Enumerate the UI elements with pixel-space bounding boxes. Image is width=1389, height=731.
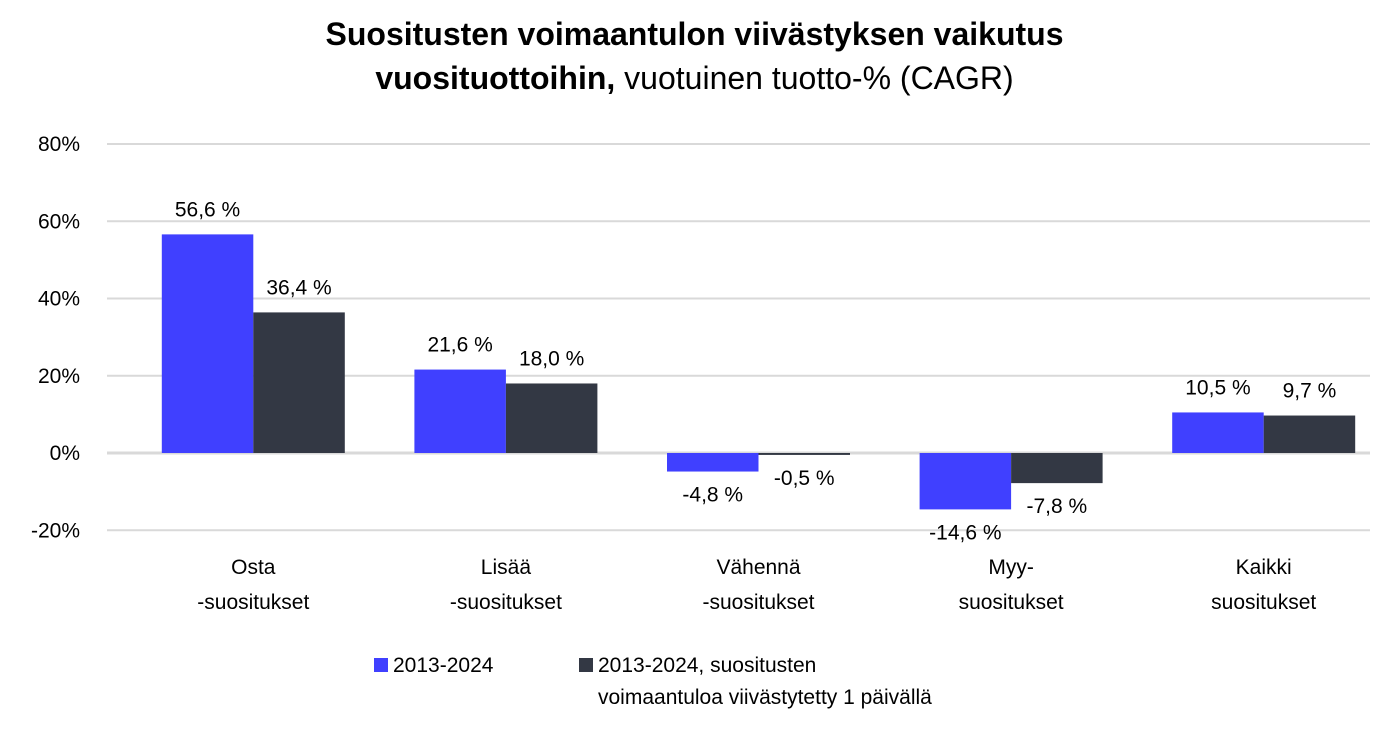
legend-swatch-series2 xyxy=(579,658,593,672)
y-tick-label: 20% xyxy=(38,365,80,388)
y-axis: -20% 0% 20% 40% 60% 80% xyxy=(31,133,80,542)
bar-series2 xyxy=(1263,415,1356,453)
x-tick-label: Osta xyxy=(231,556,276,579)
x-axis: Osta -suositukset Lisää -suositukset Vähennä… xyxy=(197,556,1316,614)
legend-swatch-series1 xyxy=(374,658,388,672)
data-labels: 56,6 % 36,4 % 21,6 % 18,0 % -4,8 % -0,5 % -14,… xyxy=(175,198,1336,544)
bar-series1 xyxy=(667,453,759,472)
y-tick-label: 40% xyxy=(38,288,80,311)
bar-series1 xyxy=(1172,412,1264,453)
data-label: 10,5 % xyxy=(1185,376,1250,399)
data-label: 18,0 % xyxy=(519,347,584,370)
x-tick-label: -suositukset xyxy=(450,591,562,614)
x-tick-label: Vähennä xyxy=(716,556,800,579)
y-tick-label: -20% xyxy=(31,519,80,542)
bar-series2 xyxy=(1011,453,1103,484)
y-tick-label: 0% xyxy=(50,442,80,465)
x-tick-label: Myy- xyxy=(988,556,1034,579)
legend-label-series2-line2: voimaantuloa viivästytetty 1 päivällä xyxy=(598,686,932,709)
title-line1: Suositusten voimaantulon viivästyksen va… xyxy=(325,16,1064,52)
title-line2-light: vuotuinen tuotto-% (CAGR) xyxy=(615,60,1014,96)
bar-series2 xyxy=(758,453,850,455)
data-label: 9,7 % xyxy=(1283,380,1337,403)
x-tick-label: suositukset xyxy=(1211,591,1316,614)
bar-series1 xyxy=(414,369,506,453)
data-label: -14,6 % xyxy=(929,521,1001,544)
data-label: -4,8 % xyxy=(682,484,743,507)
x-tick-label: Lisää xyxy=(481,556,532,579)
bar-series2 xyxy=(253,312,345,453)
x-tick-label: -suositukset xyxy=(197,591,309,614)
legend-label-series2-line1: 2013-2024, suositusten xyxy=(598,654,817,677)
x-tick-label: Kaikki xyxy=(1236,556,1292,579)
data-label: 36,4 % xyxy=(266,276,331,299)
title-line2-bold: vuosituottoihin, xyxy=(375,60,616,96)
y-tick-label: 60% xyxy=(38,210,80,233)
data-label: -7,8 % xyxy=(1026,495,1087,518)
data-label: -0,5 % xyxy=(774,467,835,490)
chart-title: Suositusten voimaantulon viivästyksen va… xyxy=(0,12,1389,100)
bar-series1 xyxy=(919,453,1012,510)
x-tick-label: suositukset xyxy=(959,591,1064,614)
data-label: 21,6 % xyxy=(427,334,492,357)
legend-item-series1: 2013-2024 xyxy=(374,650,493,682)
legend-item-series2: 2013-2024, suositusten voimaantuloa viiv… xyxy=(579,650,932,714)
data-label: 56,6 % xyxy=(175,198,240,221)
bar-series1 xyxy=(161,234,254,453)
y-tick-label: 80% xyxy=(38,133,80,156)
bar-series2 xyxy=(505,383,598,453)
legend-label-series1: 2013-2024 xyxy=(393,654,494,677)
x-tick-label: -suositukset xyxy=(702,591,814,614)
bars xyxy=(161,234,1356,510)
